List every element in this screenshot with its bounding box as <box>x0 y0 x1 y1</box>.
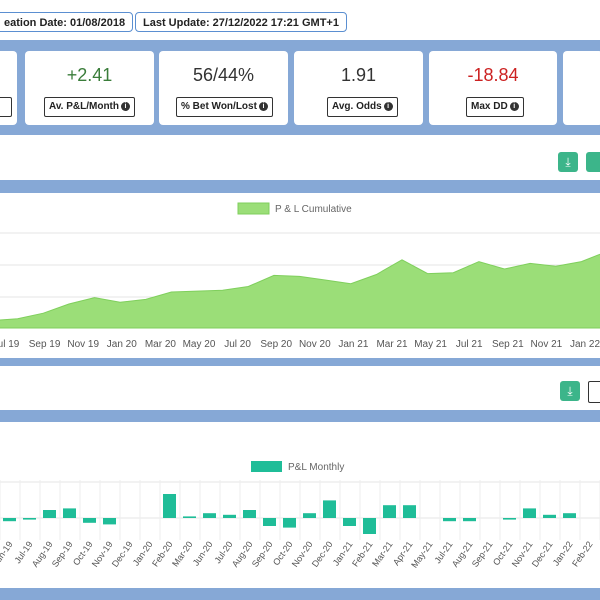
info-circle-icon[interactable]: i <box>258 101 268 111</box>
toolbar-band: ⤓ <box>0 135 600 180</box>
stat-card-max-dd: -18.84 Max DD i <box>429 51 557 125</box>
x-tick-label: Mar 20 <box>145 339 177 350</box>
bar[interactable] <box>443 518 456 522</box>
monthly-chart-panel: P&L Monthly Jun-19 Jul-19 Aug-19 Sep-19 Oct-1… <box>0 422 600 588</box>
stat-label[interactable]: Max DD i <box>466 97 524 117</box>
bar[interactable] <box>363 518 376 534</box>
x-tick-label: Mar 21 <box>376 339 408 350</box>
x-tick-label: Jun-19 <box>0 539 15 567</box>
bar[interactable] <box>243 510 256 518</box>
stat-label[interactable]: Av. P&L/Month i <box>44 97 135 117</box>
stat-value: 1.91 <box>340 65 377 85</box>
stat-label[interactable]: % Bet Won/Lost i <box>176 97 273 117</box>
bar[interactable] <box>23 518 36 520</box>
bar[interactable] <box>503 518 516 520</box>
download-button[interactable]: ⤓ <box>558 152 578 172</box>
x-tick-label: Jul 19 <box>0 339 20 350</box>
area-series <box>0 253 600 329</box>
stat-label[interactable]: Avg. Odds i <box>327 97 398 117</box>
x-tick-label: Jul 21 <box>456 339 483 350</box>
x-tick-label: Jan 22 <box>570 339 600 350</box>
stat-value: 56/44% <box>192 65 255 85</box>
x-tick-label: May-21 <box>409 539 434 569</box>
x-tick-label: Sep-20 <box>250 539 275 569</box>
bar[interactable] <box>263 518 276 526</box>
download-icon: ⤓ <box>567 384 573 398</box>
x-tick-label: May 21 <box>414 339 447 350</box>
x-tick-label: Jan 21 <box>338 339 368 350</box>
x-tick-label: Dec-21 <box>530 539 555 569</box>
x-tick-label: Nov 21 <box>531 339 563 350</box>
x-tick-label: May 20 <box>183 339 216 350</box>
stat-value: -18.84 <box>467 65 519 85</box>
legend-label[interactable]: P & L Cumulative <box>275 204 352 215</box>
bar[interactable] <box>303 513 316 518</box>
x-tick-label: Jul 20 <box>224 339 251 350</box>
cumulative-chart: P & L Cumulative Jul 19 Sep 19 Nov 19 Jan 20… <box>0 202 600 350</box>
x-tick-label: Mar-21 <box>370 539 395 568</box>
x-tick-label: Sep-21 <box>470 539 495 569</box>
stat-card-bet-won-lost: 56/44% % Bet Won/Lost i <box>159 51 288 125</box>
bar[interactable] <box>323 500 336 518</box>
last-update-pill: Last Update: 27/12/2022 17:21 GMT+1 <box>135 12 347 32</box>
bar[interactable] <box>563 513 576 518</box>
download-button[interactable]: ⤓ <box>560 381 580 401</box>
header-band: eation Date: 01/08/2018 Last Update: 27/… <box>0 0 600 40</box>
stat-card-partial <box>0 51 17 125</box>
x-tick-label: Mar-20 <box>170 539 195 568</box>
x-tick-label: Sep 20 <box>260 339 292 350</box>
stat-card-av-pl: +2.41 Av. P&L/Month i <box>25 51 154 125</box>
legend-swatch[interactable] <box>251 461 282 472</box>
toggle-button[interactable] <box>588 381 600 403</box>
x-tick-label: Jun-20 <box>191 539 215 567</box>
cumulative-chart-panel: P & L Cumulative Jul 19 Sep 19 Nov 19 Jan 20… <box>0 193 600 358</box>
bar[interactable] <box>63 508 76 518</box>
bar[interactable] <box>403 505 416 518</box>
bar[interactable] <box>83 518 96 523</box>
legend-swatch[interactable] <box>237 202 270 215</box>
x-tick-label: Dec-20 <box>310 539 335 569</box>
bar[interactable] <box>543 514 556 518</box>
bar[interactable] <box>283 518 296 528</box>
bar[interactable] <box>203 513 216 518</box>
bar[interactable] <box>163 494 176 518</box>
x-tick-label: Sep-19 <box>50 539 75 569</box>
bar[interactable] <box>343 518 356 526</box>
info-circle-icon[interactable]: i <box>509 101 519 111</box>
bar[interactable] <box>103 518 116 525</box>
x-tick-label: Jan 20 <box>107 339 137 350</box>
x-tick-label: Nov 19 <box>67 339 99 350</box>
x-tick-label: Nov 20 <box>299 339 331 350</box>
x-tick-label: Sep 19 <box>29 339 61 350</box>
creation-date-pill: eation Date: 01/08/2018 <box>0 12 134 32</box>
x-tick-label: Dec-19 <box>110 539 135 569</box>
stat-value: +2.41 <box>66 65 113 85</box>
x-tick-label: Sep 21 <box>492 339 524 350</box>
toolbar-band-2: ⤓ <box>0 366 600 410</box>
bar[interactable] <box>3 518 16 522</box>
info-circle-icon[interactable]: i <box>121 101 130 111</box>
stat-card-partial-right <box>563 51 600 125</box>
other-button[interactable] <box>586 152 600 172</box>
stat-card-avg-odds: 1.91 Avg. Odds i <box>294 51 423 125</box>
bar[interactable] <box>223 514 236 518</box>
monthly-chart: P&L MonthlyJun-19Jul-19Aug-19Sep-19Oct-1… <box>0 461 600 570</box>
info-circle-icon[interactable]: i <box>383 101 393 111</box>
bar[interactable] <box>523 508 536 518</box>
bar[interactable] <box>43 510 56 518</box>
download-icon: ⤓ <box>565 155 571 169</box>
bar[interactable] <box>383 505 396 518</box>
legend-label[interactable]: P&L Monthly <box>288 462 344 473</box>
x-tick-label: Feb-22 <box>570 539 595 568</box>
bar[interactable] <box>183 516 196 518</box>
bar[interactable] <box>463 518 476 522</box>
